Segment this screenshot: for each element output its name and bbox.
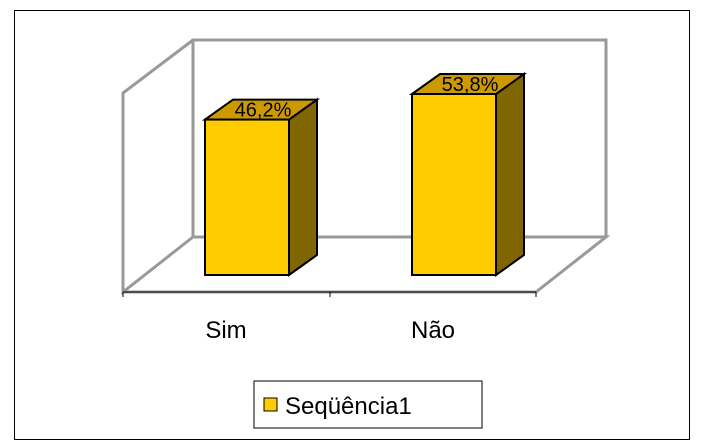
back-wall — [191, 38, 608, 237]
bar-front — [411, 93, 497, 276]
bars-group — [201, 72, 528, 277]
labels-group: 46,2% Sim 53,8% Não — [205, 74, 498, 344]
category-label: Não — [411, 317, 455, 344]
bar-sim — [201, 97, 321, 277]
chart-walls — [121, 38, 611, 297]
legend-box — [253, 380, 483, 429]
legend-swatch — [263, 397, 278, 412]
bar-side — [288, 97, 318, 277]
data-label: 53,8% — [442, 74, 499, 96]
data-label: 46,2% — [235, 100, 292, 122]
chart-frame — [14, 10, 690, 440]
bar-front — [204, 118, 290, 276]
bar-side — [495, 72, 525, 277]
category-label: Sim — [205, 317, 246, 344]
left-wall — [121, 38, 194, 296]
floor — [123, 235, 611, 294]
legend: Seqüência1 — [253, 380, 483, 429]
legend-label: Seqüência1 — [285, 393, 412, 420]
bar-não — [408, 72, 528, 277]
